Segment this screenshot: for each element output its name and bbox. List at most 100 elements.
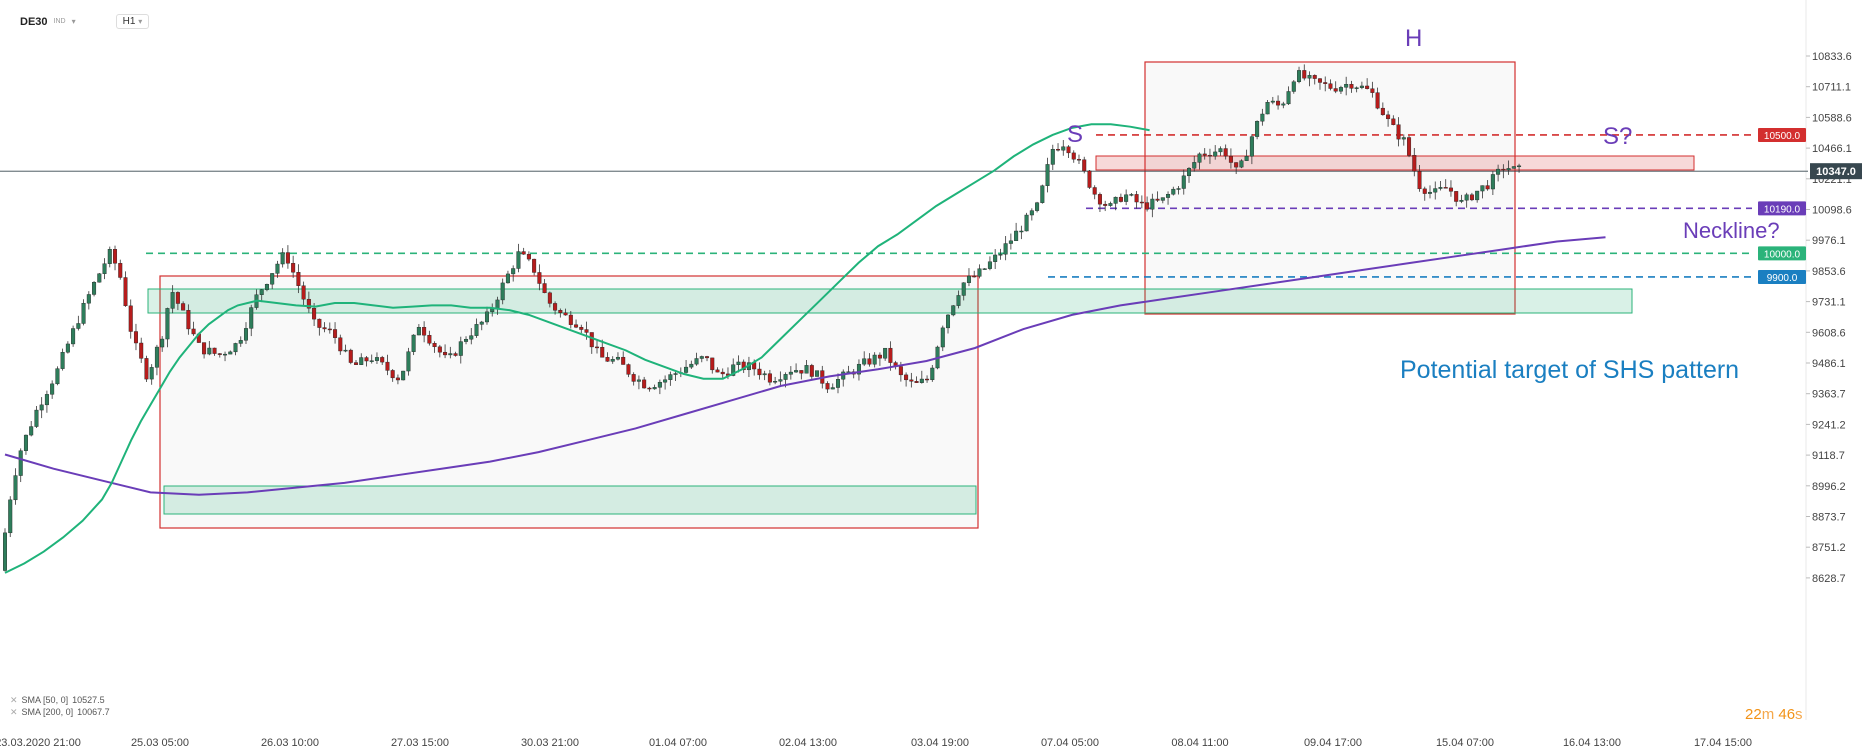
y-tick-label: 10588.6	[1812, 112, 1852, 124]
candle	[767, 369, 772, 386]
candle	[1014, 222, 1019, 242]
candle-body	[1422, 188, 1427, 194]
timeframe-select[interactable]: H1 ▾	[115, 14, 150, 29]
candle-body	[1244, 156, 1249, 161]
candle-body	[102, 263, 107, 274]
candle	[1501, 164, 1506, 179]
candle-body	[1307, 75, 1312, 79]
candle	[448, 346, 453, 359]
candle	[13, 468, 18, 505]
candle	[233, 342, 238, 356]
candle	[1056, 143, 1061, 152]
candle	[794, 363, 799, 373]
candle-body	[673, 373, 678, 375]
candle-body	[1407, 137, 1412, 156]
candle-body	[1328, 83, 1333, 89]
candle-body	[1239, 160, 1244, 168]
y-tick-label: 8751.2	[1812, 542, 1846, 554]
candles-group	[3, 64, 1522, 572]
candle	[1396, 117, 1401, 147]
candle	[1223, 144, 1228, 160]
candle	[1511, 166, 1516, 169]
symbol-label[interactable]: DE30	[20, 15, 48, 28]
candle	[364, 356, 369, 367]
candle-body	[249, 307, 254, 329]
candle-body	[1103, 203, 1108, 206]
candle-body	[118, 263, 123, 278]
candle	[1024, 212, 1029, 232]
candle	[39, 397, 44, 419]
candle-body	[1097, 194, 1102, 205]
candle-body	[1375, 92, 1380, 109]
candle-body	[1317, 78, 1322, 83]
close-icon[interactable]: ✕	[10, 695, 18, 705]
annotation-neckline: Neckline?	[1683, 218, 1780, 243]
candle	[977, 264, 982, 279]
candle-body	[401, 370, 406, 381]
candle	[537, 264, 542, 291]
candle	[81, 299, 86, 326]
level-badge-bg	[1758, 246, 1806, 261]
candle-body	[165, 308, 170, 340]
countdown-seconds: 46	[1778, 706, 1796, 723]
candle	[1155, 191, 1160, 202]
candle-body	[1181, 175, 1186, 189]
candle-body	[966, 275, 971, 283]
candle	[191, 321, 196, 336]
candle	[699, 355, 704, 363]
candle-body	[972, 275, 977, 278]
candle-body	[956, 295, 961, 306]
candle-body	[710, 357, 715, 371]
candle-body	[1286, 91, 1291, 105]
candle	[1139, 195, 1144, 209]
candle-body	[553, 303, 558, 311]
candle	[285, 245, 290, 269]
candle	[1087, 169, 1092, 189]
candle	[160, 336, 165, 352]
candle	[1239, 159, 1244, 169]
candle	[416, 324, 421, 336]
candle-body	[1255, 120, 1260, 137]
legend-row-sma50: ✕ SMA [50, 0] 10527.5	[10, 694, 110, 706]
candle	[872, 352, 877, 368]
candle-body	[1276, 100, 1281, 106]
y-tick-label: 10711.1	[1812, 82, 1851, 94]
candle	[710, 357, 715, 374]
x-tick-label: 09.04 17:00	[1304, 737, 1362, 749]
candle	[1297, 66, 1302, 84]
candle-body	[1291, 81, 1296, 92]
candle	[327, 322, 332, 334]
close-icon[interactable]: ✕	[10, 707, 18, 717]
candle	[443, 344, 448, 359]
candle-body	[652, 387, 657, 390]
candle	[44, 390, 49, 413]
candle	[401, 370, 406, 381]
candle-body	[1469, 194, 1474, 201]
candle-body	[1396, 124, 1401, 140]
candle-body	[144, 358, 149, 380]
candle-body	[694, 358, 699, 365]
candle	[1276, 95, 1281, 110]
candle	[642, 376, 647, 389]
candle	[668, 371, 673, 386]
candle	[1097, 192, 1102, 212]
candle	[705, 355, 710, 362]
candle-body	[243, 328, 248, 341]
candle-body	[1187, 167, 1192, 177]
candle-body	[1050, 148, 1055, 165]
candle	[1071, 150, 1076, 163]
candle	[1244, 149, 1249, 161]
candle-body	[3, 532, 7, 571]
chevron-down-icon[interactable]: ▾	[71, 17, 76, 26]
candle	[317, 318, 322, 336]
candle-body	[1506, 168, 1511, 171]
candle-body	[1035, 202, 1040, 211]
indicator-legend: ✕ SMA [50, 0] 10527.5 ✕ SMA [200, 0] 100…	[10, 694, 110, 718]
candle	[1176, 186, 1181, 195]
candle	[500, 278, 505, 305]
candle-body	[1003, 243, 1008, 255]
candle-body	[422, 327, 427, 336]
candle	[1234, 162, 1239, 175]
candle	[589, 332, 594, 354]
